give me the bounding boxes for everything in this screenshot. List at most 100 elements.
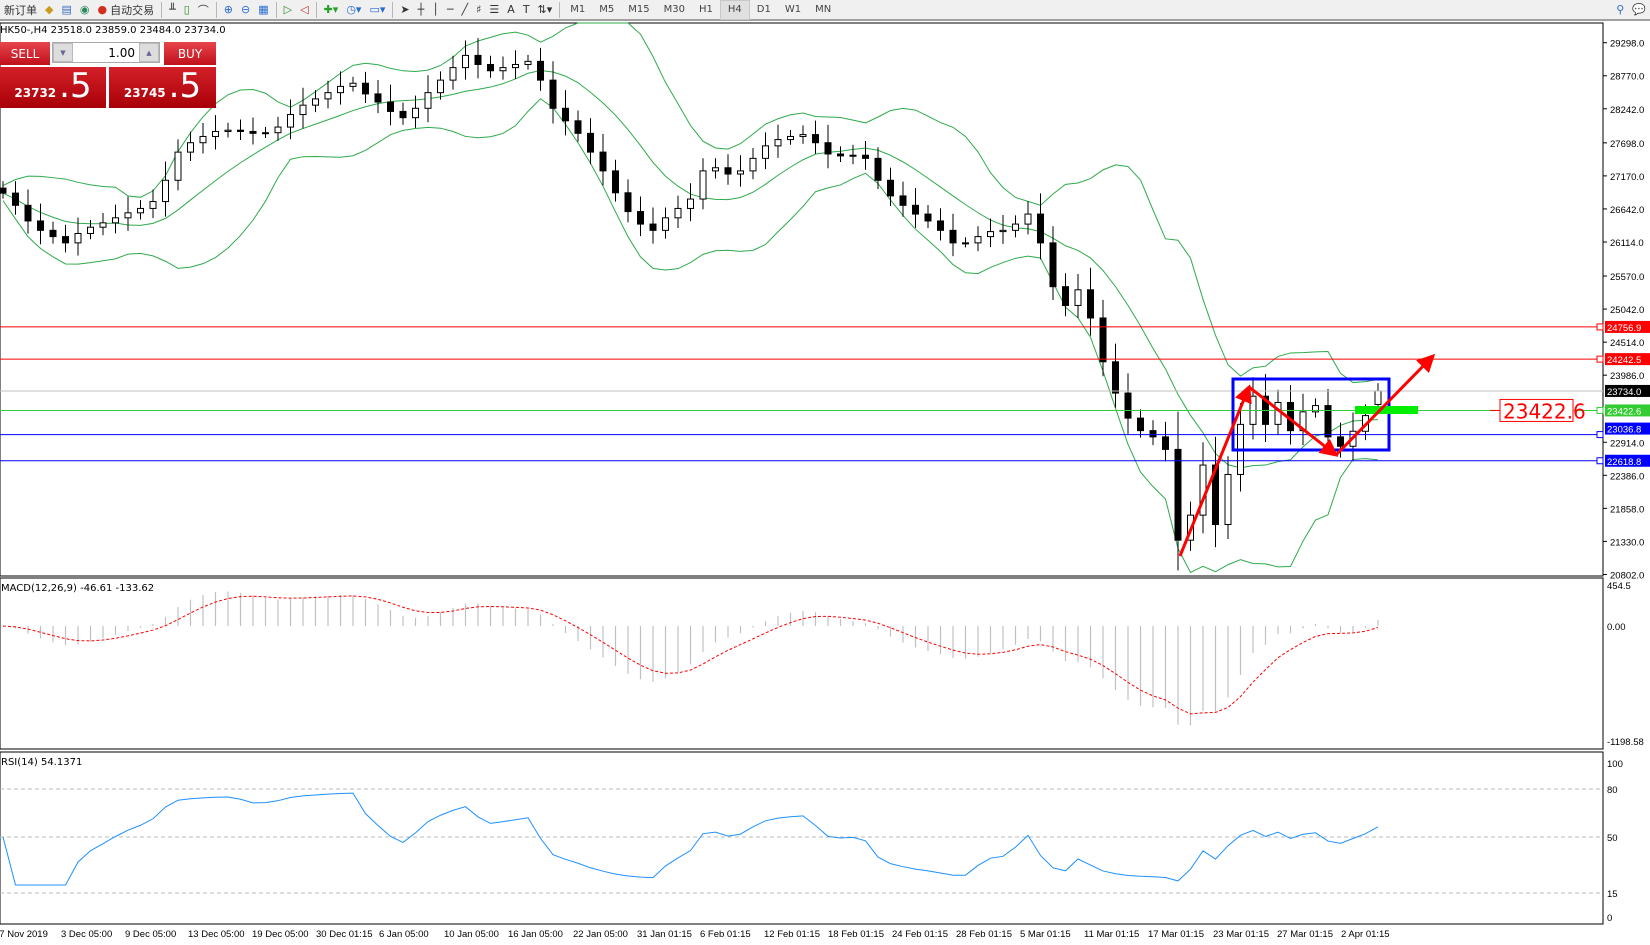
auto-trade-icon: ● [97, 3, 108, 16]
candle [887, 167, 894, 207]
candle-body [337, 85, 344, 94]
candle-body [187, 142, 194, 153]
candle [299, 87, 307, 129]
candle-body [49, 229, 57, 238]
candle-body [999, 229, 1007, 233]
horizontal-line-icon[interactable]: ─ [446, 3, 454, 16]
macd-tick-label: 0.00 [1607, 622, 1626, 633]
templates-icon[interactable]: ▭▾ [369, 3, 386, 16]
timeframe-m30[interactable]: M30 [663, 4, 686, 15]
auto-scroll-icon[interactable]: ▷ [283, 3, 293, 16]
periods-clock-icon[interactable]: ◷▾ [346, 3, 362, 16]
candle-body [1124, 392, 1132, 419]
candle [999, 215, 1007, 244]
lot-size-input[interactable]: ▼ 1.00 ▲ [52, 42, 160, 63]
candle-body [362, 82, 369, 95]
navigator-icon[interactable]: ▤ [61, 3, 72, 16]
line-chart-icon[interactable]: ⌒ [197, 3, 209, 17]
rsi-label: RSI(14) 54.1371 [1, 757, 82, 768]
candle-body [1349, 430, 1357, 447]
candle [962, 237, 969, 248]
zoom-out-icon[interactable]: ⊖ [241, 3, 251, 16]
lot-decrease-button[interactable]: ▼ [53, 43, 73, 62]
price-tick-label: 25570.0 [1610, 272, 1644, 283]
new-order-button[interactable]: 新订单 [4, 3, 37, 17]
sell-price[interactable]: 23732.5 [0, 67, 106, 108]
search-icon[interactable]: ⚲ [1616, 3, 1625, 16]
candle [1124, 373, 1132, 434]
candle-body [312, 98, 319, 106]
candle [262, 126, 269, 138]
fibonacci-icon[interactable]: ☰ [489, 3, 500, 16]
indicators-icon[interactable]: ✚▾ [323, 3, 339, 16]
candle [387, 84, 394, 126]
bar-chart-icon[interactable]: ╨ [169, 3, 176, 16]
candle-body [624, 192, 632, 213]
metaeditor-icon[interactable]: ◆ [45, 3, 54, 16]
date-label: 13 Dec 05:00 [188, 929, 245, 940]
tile-windows-icon[interactable]: ▦ [258, 3, 269, 16]
sell-price-main: 23732 [14, 86, 57, 100]
timeframe-d1[interactable]: D1 [756, 4, 771, 15]
candle [487, 55, 494, 78]
zoom-in-icon[interactable]: ⊕ [223, 3, 233, 16]
candle-body [662, 217, 669, 231]
vertical-line-icon[interactable]: │ [432, 3, 439, 16]
candle-body [1049, 242, 1057, 288]
price-tick-label: 22914.0 [1610, 438, 1644, 449]
candle-body [174, 151, 182, 181]
candle-body [749, 157, 757, 172]
timeframe-h1[interactable]: H1 [699, 4, 713, 15]
text-label-icon[interactable]: T [522, 3, 530, 16]
sell-button[interactable]: SELL [0, 42, 50, 65]
candle-body [62, 236, 69, 244]
timeframe-m1[interactable]: M1 [570, 4, 586, 15]
date-label: 24 Feb 01:15 [892, 929, 948, 940]
candle [1374, 383, 1382, 407]
candle [49, 221, 57, 244]
level-handle [1596, 406, 1604, 414]
candle-body [687, 198, 694, 209]
chart-shift-icon[interactable]: ◁ [300, 3, 309, 16]
signals-icon[interactable]: ◉ [79, 3, 90, 16]
candle [1287, 385, 1294, 445]
candle-body [562, 107, 569, 122]
candle [1349, 412, 1357, 462]
candle [412, 95, 419, 128]
candle-body [1149, 430, 1157, 438]
candlestick-icon[interactable]: ▯ [183, 3, 190, 16]
equidistant-channel-icon[interactable]: ♯ [476, 3, 482, 16]
text-icon[interactable]: A [507, 3, 515, 16]
lot-increase-button[interactable]: ▲ [139, 43, 159, 62]
candle [1199, 442, 1207, 534]
crosshair-icon[interactable]: ┼ [417, 3, 425, 16]
timeframe-m5[interactable]: M5 [599, 4, 615, 15]
cursor-icon[interactable]: ➤ [400, 3, 410, 16]
arrows-icon[interactable]: ⇅▾ [537, 3, 553, 16]
candle-body [449, 67, 457, 81]
candle-body [1037, 213, 1044, 244]
chart-title: HK50-,H4 23518.0 23859.0 23484.0 23734.0 [0, 25, 226, 36]
candle [424, 75, 432, 123]
candle [287, 99, 294, 140]
candle-body [1087, 289, 1094, 319]
auto-trade-button[interactable]: ● 自动交易 [93, 0, 158, 20]
candle-body [387, 101, 394, 112]
candle [587, 118, 594, 165]
candle-body [987, 231, 994, 238]
candle [574, 110, 582, 142]
buy-price[interactable]: 23745.5 [109, 67, 216, 108]
timeframe-mn[interactable]: MN [815, 4, 832, 15]
chat-icon[interactable]: 💬 [1632, 3, 1646, 16]
candle [912, 188, 919, 228]
timeframe-h4[interactable]: H4 [719, 0, 750, 20]
auto-trade-label: 自动交易 [110, 3, 155, 17]
candle [149, 189, 157, 219]
candle-body [849, 154, 857, 157]
timeframe-m15[interactable]: M15 [628, 4, 650, 15]
trendline-icon[interactable]: ╱ [461, 3, 469, 16]
buy-button[interactable]: BUY [164, 42, 216, 65]
level-tag [1605, 320, 1650, 333]
timeframe-w1[interactable]: W1 [784, 4, 802, 15]
